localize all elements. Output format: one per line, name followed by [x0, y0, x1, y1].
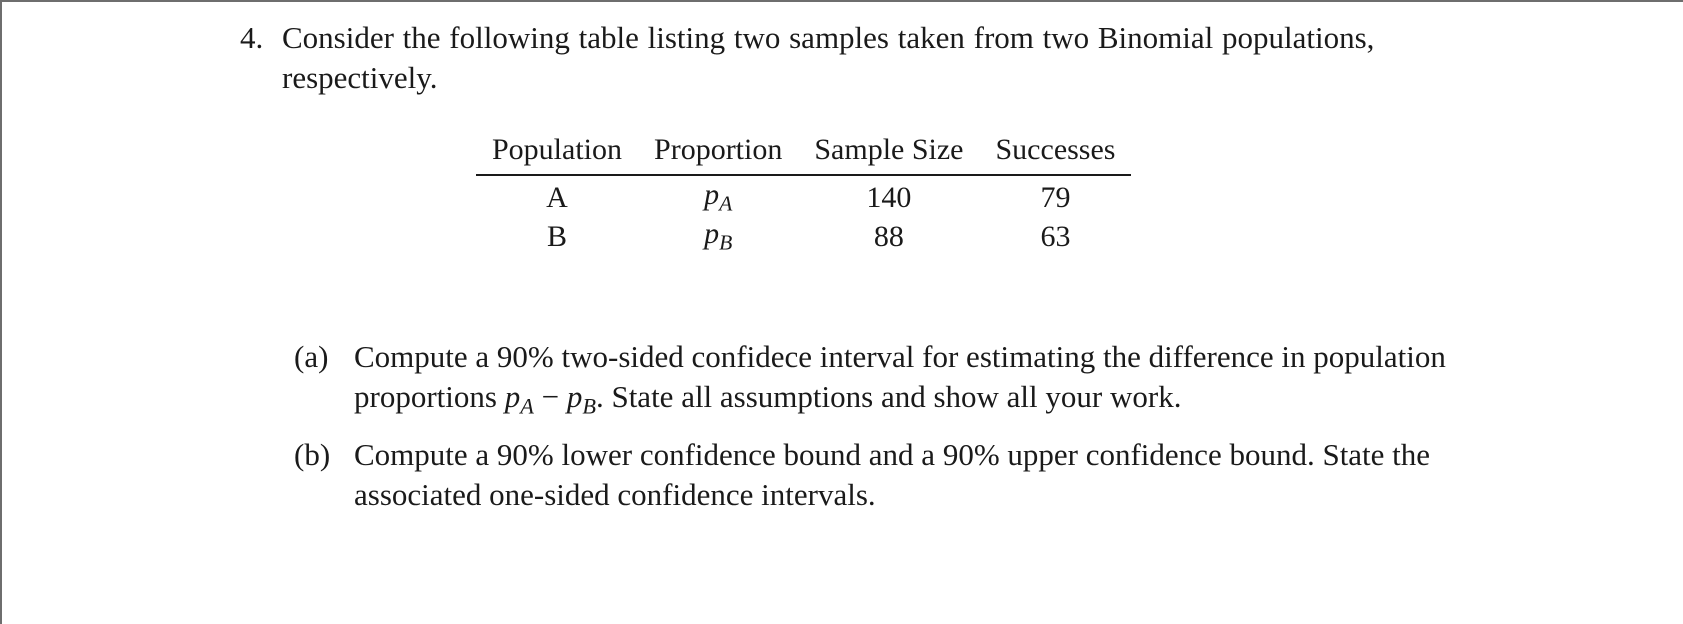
part-b-label: (b) [294, 436, 331, 472]
problem-text: Consider the following table listing two… [282, 20, 1375, 95]
proportion-subscript: B [719, 230, 733, 255]
cell-sample-size: 140 [866, 180, 912, 214]
cell-proportion: pA [638, 175, 798, 217]
table-row: B pB 88 63 [476, 217, 1131, 256]
cell-successes: 63 [1040, 219, 1071, 253]
part-b: (b) Compute a 90% lower confidence bound… [294, 435, 1494, 515]
part-a-text-before: Compute a 90% two-sided confidece interv… [354, 339, 1446, 414]
proportion-symbol: p [704, 178, 720, 212]
proportion-subscript: A [719, 191, 733, 216]
header-sample-size: Sample Size [798, 130, 980, 176]
cell-sample-size: 88 [873, 219, 904, 253]
proportion-symbol: p [704, 217, 720, 251]
cell-proportion: pB [638, 217, 798, 256]
math-sub-a: A [520, 393, 534, 419]
math-minus: − [533, 379, 567, 414]
header-population: Population [476, 130, 639, 176]
problem-parts: (a) Compute a 90% two-sided confidece in… [294, 337, 1494, 523]
samples-table: Population Proportion Sample Size Succes… [476, 130, 1132, 256]
cell-population: B [547, 219, 568, 253]
table-header-row: Population Proportion Sample Size Succes… [476, 130, 1132, 176]
header-proportion: Proportion [638, 130, 799, 176]
problem-statement: 4. Consider the following table listing … [240, 18, 1510, 98]
part-a-label: (a) [294, 339, 329, 374]
math-p-b: p [566, 379, 583, 414]
problem-number: 4. [240, 20, 264, 55]
part-a: (a) Compute a 90% two-sided confidece in… [294, 337, 1494, 427]
cell-successes: 79 [1040, 180, 1071, 214]
part-b-text: Compute a 90% lower confidence bound and… [354, 436, 1431, 512]
math-p-a: p [504, 379, 521, 414]
math-sub-b: B [582, 393, 596, 419]
cell-population: A [546, 180, 568, 214]
table-row: A pA 140 79 [476, 175, 1131, 217]
header-successes: Successes [979, 130, 1132, 176]
part-a-text-after: . State all assumptions and show all you… [595, 379, 1182, 414]
part-a-text: Compute a 90% two-sided confidece interv… [354, 337, 1494, 427]
